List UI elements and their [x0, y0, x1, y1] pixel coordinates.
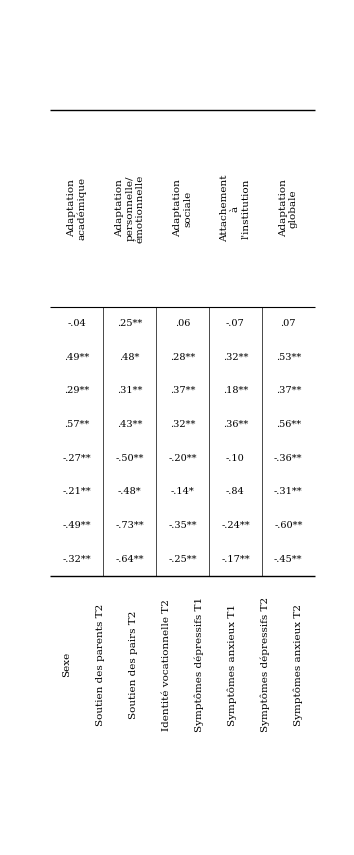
Text: Adaptation
sociale: Adaptation sociale	[173, 180, 192, 238]
Text: -.35**: -.35**	[169, 521, 197, 530]
Text: .48*: .48*	[120, 352, 140, 362]
Text: -.24**: -.24**	[221, 521, 250, 530]
Text: -.20**: -.20**	[169, 454, 197, 463]
Text: Symptômes anxieux T1: Symptômes anxieux T1	[227, 604, 237, 726]
Text: Adaptation
globale: Adaptation globale	[279, 180, 298, 238]
Text: .56**: .56**	[276, 420, 301, 429]
Text: -.49**: -.49**	[63, 521, 91, 530]
Text: -.64**: -.64**	[115, 555, 144, 563]
Text: Soutien des parents T2: Soutien des parents T2	[96, 604, 104, 726]
Text: .06: .06	[175, 319, 190, 328]
Text: -.48*: -.48*	[118, 487, 142, 497]
Text: .36**: .36**	[223, 420, 248, 429]
Text: -.36**: -.36**	[274, 454, 303, 463]
Text: Attachement
à
l'institution: Attachement à l'institution	[221, 174, 250, 242]
Text: .57**: .57**	[64, 420, 90, 429]
Text: -.27**: -.27**	[63, 454, 91, 463]
Text: Symptômes dépressifs T1: Symptômes dépressifs T1	[194, 597, 204, 732]
Text: .37**: .37**	[170, 386, 195, 395]
Text: -.73**: -.73**	[115, 521, 144, 530]
Text: Sexe: Sexe	[62, 652, 72, 677]
Text: -.07: -.07	[226, 319, 245, 328]
Text: Symptômes dépressifs T2: Symptômes dépressifs T2	[261, 597, 270, 732]
Text: Symptômes anxieux T2: Symptômes anxieux T2	[293, 604, 303, 726]
Text: Adaptation
personnelle/
émotionnelle: Adaptation personnelle/ émotionnelle	[115, 174, 145, 243]
Text: -.32**: -.32**	[63, 555, 91, 563]
Text: .53**: .53**	[276, 352, 301, 362]
Text: -.10: -.10	[226, 454, 245, 463]
Text: Soutien des pairs T2: Soutien des pairs T2	[129, 610, 138, 719]
Text: -.84: -.84	[226, 487, 245, 497]
Text: .29**: .29**	[64, 386, 90, 395]
Text: -.21**: -.21**	[63, 487, 91, 497]
Text: -.04: -.04	[68, 319, 86, 328]
Text: .25**: .25**	[117, 319, 142, 328]
Text: -.25**: -.25**	[169, 555, 197, 563]
Text: -.14*: -.14*	[171, 487, 194, 497]
Text: .32**: .32**	[223, 352, 248, 362]
Text: -.50**: -.50**	[115, 454, 144, 463]
Text: .49**: .49**	[64, 352, 90, 362]
Text: Adaptation
académique: Adaptation académique	[67, 177, 87, 240]
Text: .31**: .31**	[117, 386, 142, 395]
Text: .37**: .37**	[276, 386, 301, 395]
Text: -.45**: -.45**	[274, 555, 303, 563]
Text: .32**: .32**	[170, 420, 195, 429]
Text: Identité vocationnelle T2: Identité vocationnelle T2	[161, 598, 171, 731]
Text: .07: .07	[281, 319, 296, 328]
Text: .28**: .28**	[170, 352, 195, 362]
Text: .43**: .43**	[117, 420, 142, 429]
Text: -.17**: -.17**	[221, 555, 250, 563]
Text: -.60**: -.60**	[274, 521, 302, 530]
Text: .18**: .18**	[223, 386, 248, 395]
Text: -.31**: -.31**	[274, 487, 303, 497]
